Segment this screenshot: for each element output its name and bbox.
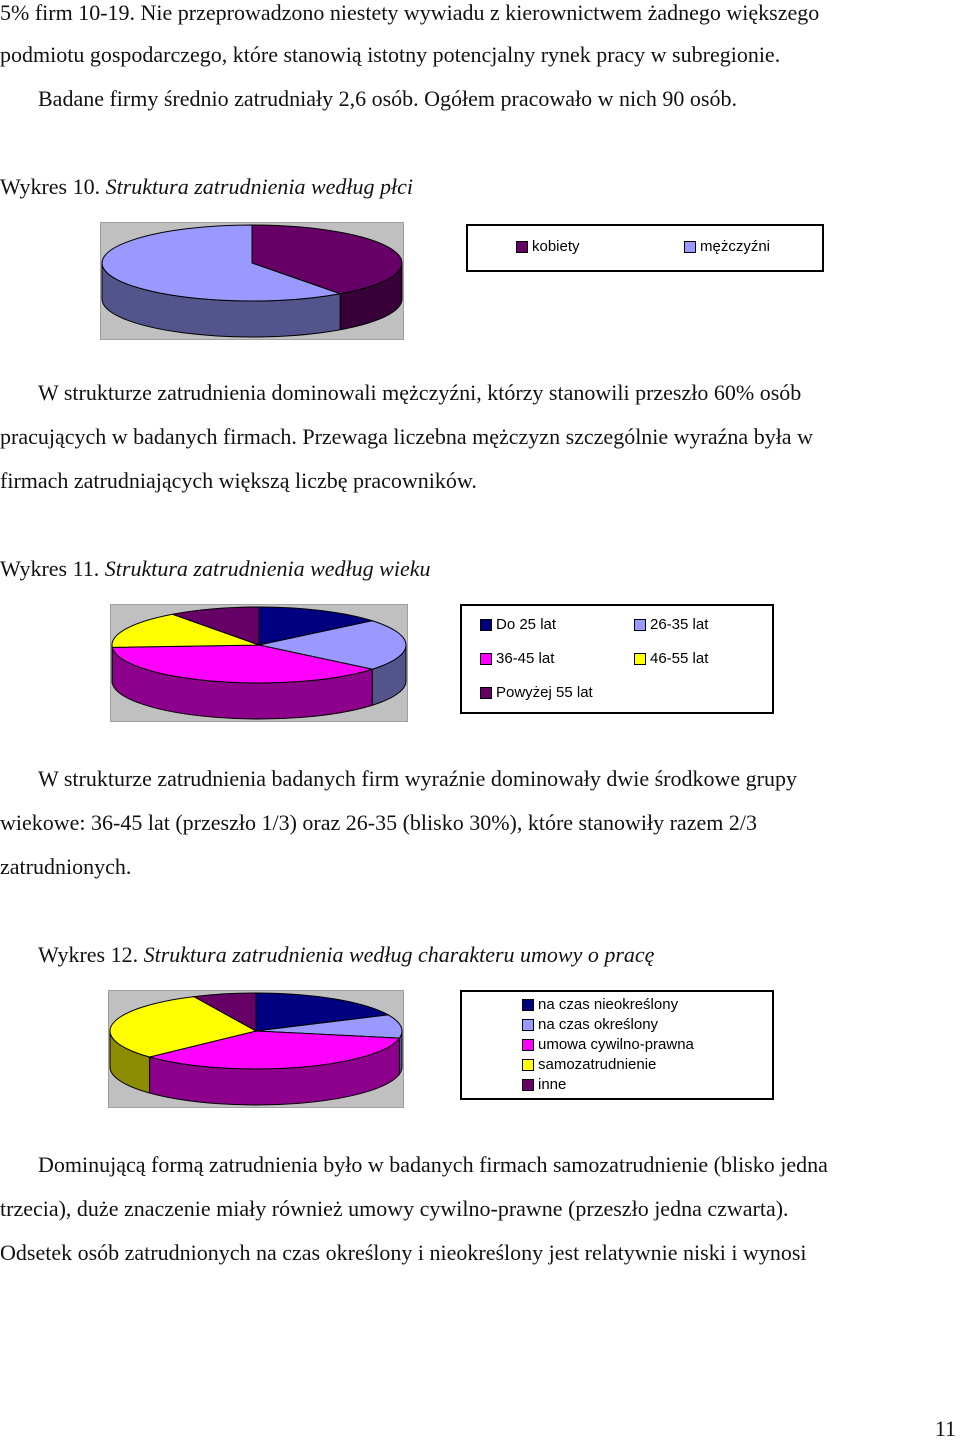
- caption-number: Wykres 10.: [0, 174, 106, 199]
- chart-11-legend: Do 25 lat 26-35 lat 36-45 lat 46-55 lat …: [460, 604, 774, 714]
- chart-12-legend: na czas nieokreślony na czas określony u…: [460, 990, 774, 1100]
- page-number: 11: [934, 1416, 956, 1441]
- legend-label: kobiety: [532, 238, 580, 255]
- legend-item: Do 25 lat: [480, 616, 556, 633]
- chart-10-plot-area: [100, 222, 404, 340]
- text-line: firmach zatrudniających większą liczbę p…: [0, 468, 477, 493]
- legend-item: na czas określony: [522, 1016, 658, 1033]
- caption-title: Struktura zatrudnienia według płci: [105, 174, 413, 199]
- legend-item: mężczyźni: [684, 238, 770, 255]
- legend-swatch: [480, 618, 492, 631]
- legend-item: 36-45 lat: [480, 650, 554, 667]
- pie-slice-na czas określony: [255, 1014, 403, 1039]
- legend-label: Powyżej 55 lat: [496, 684, 593, 701]
- pie-slice-Do 25 lat: [258, 606, 375, 646]
- chart-12-plot-area: [108, 990, 404, 1108]
- legend-label: samozatrudnienie: [538, 1056, 657, 1073]
- caption-number: Wykres 12.: [38, 942, 144, 967]
- legend-item: 26-35 lat: [634, 616, 708, 633]
- text-line: podmiotu gospodarczego, które stanowią i…: [0, 42, 781, 67]
- legend-swatch: [522, 1038, 534, 1051]
- pie-slice-46-55 lat: [111, 613, 260, 648]
- text-line: pracujących w badanych firmach. Przewaga…: [0, 424, 813, 449]
- legend-item: samozatrudnienie: [522, 1056, 656, 1073]
- legend-swatch: [522, 998, 534, 1011]
- text-line: Odsetek osób zatrudnionych na czas okreś…: [0, 1240, 807, 1265]
- legend-swatch: [634, 618, 646, 631]
- legend-item: na czas nieokreślony: [522, 996, 678, 1013]
- caption-number: Wykres 11.: [0, 556, 105, 581]
- pie-slice-na czas nieokreślony: [255, 992, 390, 1032]
- legend-label: Do 25 lat: [496, 616, 557, 633]
- legend-label: 36-45 lat: [496, 650, 555, 667]
- legend-swatch: [522, 1078, 534, 1091]
- text-line: 5% firm 10-19. Nie przeprowadzono nieste…: [0, 0, 820, 25]
- text-line: W strukturze zatrudnienia dominowali męż…: [38, 380, 802, 405]
- chart-caption-11: Wykres 11. Struktura zatrudnienia według…: [0, 556, 430, 582]
- pie-slice-Powyżej 55 lat: [170, 606, 260, 646]
- legend-label: na czas nieokreślony: [538, 996, 679, 1013]
- legend-label: mężczyźni: [700, 238, 771, 255]
- chart-caption-12: Wykres 12. Struktura zatrudnienia według…: [38, 942, 654, 968]
- chart-caption-10: Wykres 10. Struktura zatrudnienia według…: [0, 174, 413, 200]
- chart-10-pie: [101, 224, 403, 338]
- legend-swatch: [516, 240, 528, 253]
- chart-10-legend: kobiety mężczyźni: [466, 224, 824, 272]
- pie-slice-umowa cywilno-prawna: [147, 1030, 401, 1070]
- legend-item: 46-55 lat: [634, 650, 708, 667]
- text-line: Dominującą formą zatrudnienia było w bad…: [38, 1152, 828, 1177]
- legend-swatch: [684, 240, 696, 253]
- legend-label: 46-55 lat: [650, 650, 709, 667]
- legend-swatch: [480, 652, 492, 665]
- pie-slice-inne: [192, 992, 257, 1032]
- legend-label: inne: [538, 1076, 567, 1093]
- legend-item: inne: [522, 1076, 566, 1093]
- legend-swatch: [522, 1058, 534, 1071]
- pie-slice-kobiety: [251, 224, 403, 295]
- legend-label: na czas określony: [538, 1016, 659, 1033]
- pie-slice-36-45 lat: [111, 644, 375, 684]
- caption-title: Struktura zatrudnienia według charakteru…: [143, 942, 655, 967]
- pie-slice-samozatrudnienie: [109, 996, 258, 1058]
- chart-11-pie: [111, 606, 407, 720]
- legend-swatch: [522, 1018, 534, 1031]
- text-line: trzecia), duże znaczenie miały również u…: [0, 1196, 789, 1221]
- text-line: Badane firmy średnio zatrudniały 2,6 osó…: [38, 86, 737, 111]
- legend-item: kobiety: [516, 238, 580, 255]
- legend-item: umowa cywilno-prawna: [522, 1036, 694, 1053]
- caption-title: Struktura zatrudnienia według wieku: [104, 556, 431, 581]
- text-line: wiekowe: 36-45 lat (przeszło 1/3) oraz 2…: [0, 810, 757, 835]
- legend-item: Powyżej 55 lat: [480, 684, 593, 701]
- pie-slice-26-35 lat: [258, 620, 407, 670]
- chart-12-pie: [109, 992, 403, 1106]
- legend-swatch: [634, 652, 646, 665]
- legend-swatch: [480, 686, 492, 699]
- legend-label: 26-35 lat: [650, 616, 709, 633]
- legend-label: umowa cywilno-prawna: [538, 1036, 694, 1053]
- text-line: W strukturze zatrudnienia badanych firm …: [38, 766, 797, 791]
- text-line: zatrudnionych.: [0, 854, 132, 879]
- chart-11-plot-area: [110, 604, 408, 722]
- pie-slice-mężczyźni: [101, 224, 343, 302]
